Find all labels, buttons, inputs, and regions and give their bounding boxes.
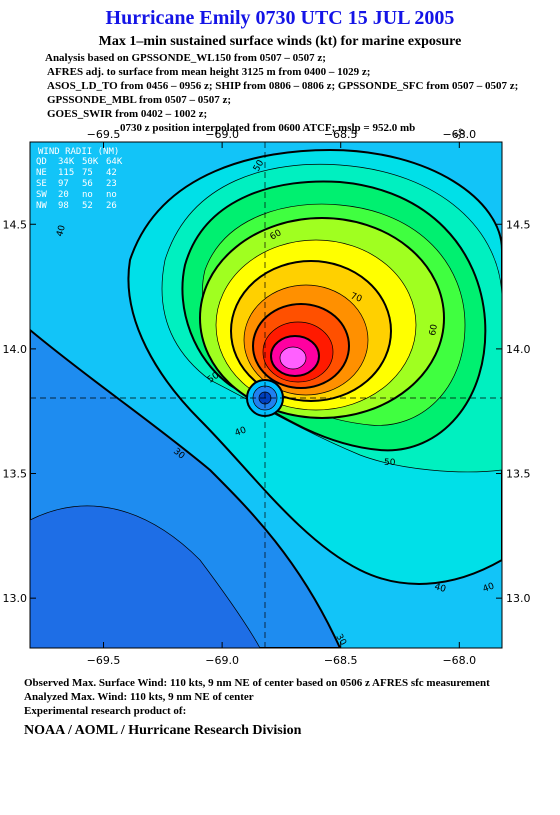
footer-line: Observed Max. Surface Wind: 110 kts, 9 n…	[24, 677, 490, 689]
y-tick-label: 14.0	[506, 343, 531, 356]
wind-radii-table: WIND RADII (NM) QD 34K 50K 64K NE 115 75 42 SE 97…	[36, 147, 123, 211]
footer-line: Analyzed Max. Wind: 110 kts, 9 nm NE of …	[24, 691, 254, 703]
contour-label: 50	[384, 458, 396, 468]
x-tick-label: −69.0	[205, 128, 239, 141]
contour-label: 40	[482, 581, 496, 594]
table-cell: 97	[58, 179, 69, 189]
y-tick-label: 13.0	[506, 592, 531, 605]
x-tick-label: −68.0	[442, 128, 476, 141]
x-tick-label: −69.5	[87, 128, 121, 141]
contour-field	[30, 142, 502, 648]
x-tick-label: −68.0	[442, 654, 476, 667]
table-cell: no	[106, 190, 117, 200]
x-tick-label: −69.5	[87, 654, 121, 667]
analysis-line: GOES_SWIR from 0402 – 1002 z;	[47, 108, 207, 120]
table-header: QD	[36, 157, 47, 167]
table-cell: SW	[36, 190, 47, 200]
x-tick-label: −68.5	[324, 128, 358, 141]
contour-label: 70	[349, 291, 363, 304]
table-cell: 56	[82, 179, 93, 189]
table-cell: 75	[82, 168, 93, 178]
table-header: 34K	[58, 157, 75, 167]
contour-label: 40	[234, 425, 248, 438]
title: Hurricane Emily 0730 UTC 15 JUL 2005	[106, 7, 455, 29]
plot-frame	[29, 141, 503, 649]
contour-label: 40	[433, 582, 447, 595]
table-cell: NW	[36, 201, 47, 211]
table-header: 50K	[82, 157, 99, 167]
analysis-line: AFRES adj. to surface from mean height 3…	[47, 66, 370, 78]
x-tick-label: −69.0	[205, 654, 239, 667]
y-tick-label: 14.0	[3, 343, 28, 356]
y-tick-label: 13.0	[3, 592, 28, 605]
analysis-line: 0730 z position interpolated from 0600 A…	[120, 122, 415, 134]
y-tick-label: 14.5	[3, 218, 28, 231]
y-tick-label: 14.5	[506, 218, 531, 231]
table-header: 64K	[106, 157, 123, 167]
y-tick-label: 13.5	[3, 468, 28, 481]
table-cell: no	[82, 190, 93, 200]
table-title: WIND RADII (NM)	[38, 147, 119, 157]
table-cell: 20	[58, 190, 69, 200]
contour-label: 60	[428, 323, 440, 336]
table-cell: SE	[36, 179, 47, 189]
analysis-line: ASOS_LD_TO from 0456 – 0956 z; SHIP from…	[47, 80, 518, 92]
analysis-line: Analysis based on GPSSONDE_WL150 from 05…	[45, 52, 326, 64]
analysis-line: GPSSONDE_MBL from 0507 – 0507 z;	[47, 94, 231, 106]
x-tick-label: −68.5	[324, 654, 358, 667]
footer-line: Experimental research product of:	[24, 705, 186, 717]
table-cell: 52	[82, 201, 93, 211]
subtitle: Max 1–min sustained surface winds (kt) f…	[99, 34, 462, 49]
y-tick-label: 13.5	[506, 468, 531, 481]
table-cell: NE	[36, 168, 47, 178]
contour-label: 40	[55, 224, 68, 238]
table-cell: 23	[106, 179, 117, 189]
table-cell: 98	[58, 201, 69, 211]
organization: NOAA / AOML / Hurricane Research Divisio…	[24, 723, 302, 738]
table-cell: 115	[58, 168, 74, 178]
table-cell: 26	[106, 201, 117, 211]
table-cell: 42	[106, 168, 117, 178]
